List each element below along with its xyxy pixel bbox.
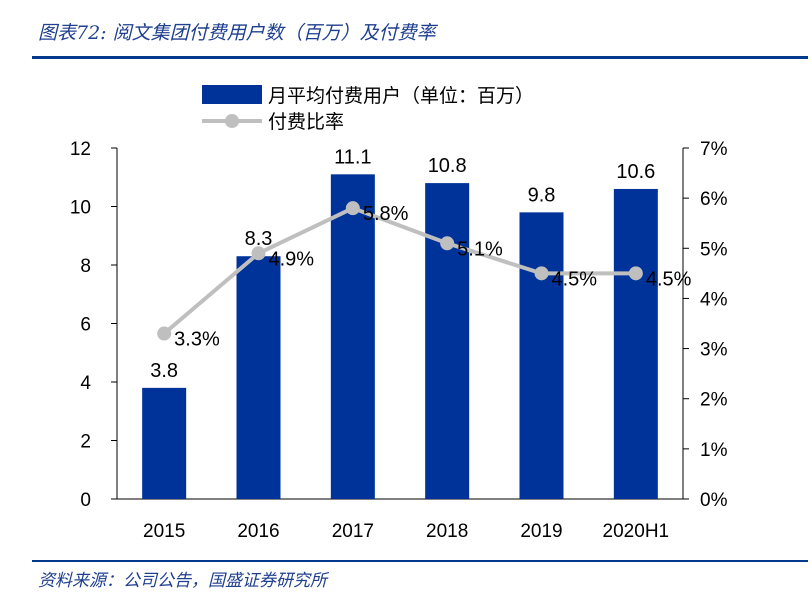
axes: 0 2 4 6 8 10 12 0% 1% 2% 3% 4% 5% 6% 7% 2015 2016 2017 201…: [70, 139, 728, 542]
rate-value-label: 5.1%: [457, 238, 503, 260]
chart-svg: 0 2 4 6 8 10 12 0% 1% 2% 3% 4% 5% 6% 7% 2015 2016 2017 201…: [70, 85, 728, 542]
y-right-tick-label: 4%: [700, 289, 728, 310]
rate-value-label: 4.9%: [269, 248, 315, 270]
legend-line-marker: [225, 114, 239, 128]
x-tick-label: 2020H1: [603, 521, 670, 542]
rate-point: [251, 246, 266, 261]
rate-point: [628, 266, 643, 281]
legend-bar-label: 月平均付费用户（单位：百万）: [268, 85, 534, 107]
source-note: 资料来源：公司公告，国盛证券研究所: [38, 571, 327, 591]
bar: [330, 174, 375, 499]
bar-value-label: 9.8: [528, 184, 556, 206]
y-right-tick-label: 1%: [700, 440, 728, 461]
y-left-tick-label: 10: [70, 198, 91, 219]
rate-line: [157, 201, 643, 341]
y-right-tick-label: 5%: [700, 239, 728, 260]
y-right-tick-label: 3%: [700, 340, 728, 361]
bar: [236, 256, 281, 499]
bar: [519, 212, 564, 499]
bar-value-label: 10.6: [616, 161, 655, 183]
y-right-tick-label: 0%: [700, 490, 728, 511]
bar: [142, 387, 187, 499]
rate-value-label: 4.5%: [552, 268, 598, 290]
bar: [613, 188, 658, 499]
y-right-tick-label: 6%: [700, 189, 728, 210]
y-right-tick-label: 7%: [700, 139, 728, 160]
rate-line-path: [162, 206, 636, 336]
bar-value-label: 10.8: [428, 155, 467, 177]
y-left-tick-label: 12: [70, 139, 91, 160]
y-left-tick-label: 4: [80, 373, 91, 394]
bars: [142, 174, 658, 499]
footer-rule: [32, 560, 808, 562]
rate-point: [534, 266, 549, 281]
legend-line-label: 付费比率: [268, 111, 344, 133]
y-left-tick-label: 8: [80, 256, 91, 277]
rate-value-label: 4.5%: [646, 268, 692, 290]
y-left-tick-label: 0: [80, 490, 91, 511]
header-rule: [32, 56, 808, 59]
y-right-tick-label: 2%: [700, 390, 728, 411]
chart-title: 图表72: 阅文集团付费用户数（百万）及付费率: [38, 22, 436, 44]
x-tick-label: 2018: [426, 521, 468, 542]
x-tick-label: 2016: [237, 521, 279, 542]
data-labels: 3.8 8.3 11.1 10.8 9.8 10.6 3.3% 4.9% 5.8% 5.1% 4.5…: [150, 146, 691, 382]
rate-point: [345, 201, 360, 216]
rate-point: [157, 326, 172, 341]
x-tick-label: 2019: [520, 521, 562, 542]
y-left-tick-label: 6: [80, 315, 91, 336]
y-left-tick-label: 2: [80, 432, 91, 453]
rate-point: [440, 236, 455, 251]
bar-value-label: 11.1: [334, 146, 371, 168]
rate-value-label: 5.8%: [363, 203, 409, 225]
x-tick-label: 2015: [143, 521, 185, 542]
bar-value-label: 3.8: [150, 360, 178, 382]
bar: [425, 183, 470, 499]
rate-value-label: 3.3%: [174, 329, 220, 351]
legend: 月平均付费用户（单位：百万） 付费比率: [202, 85, 534, 133]
legend-bar-swatch: [202, 85, 262, 104]
x-tick-label: 2017: [332, 521, 374, 542]
bar-value-label: 8.3: [245, 228, 273, 250]
